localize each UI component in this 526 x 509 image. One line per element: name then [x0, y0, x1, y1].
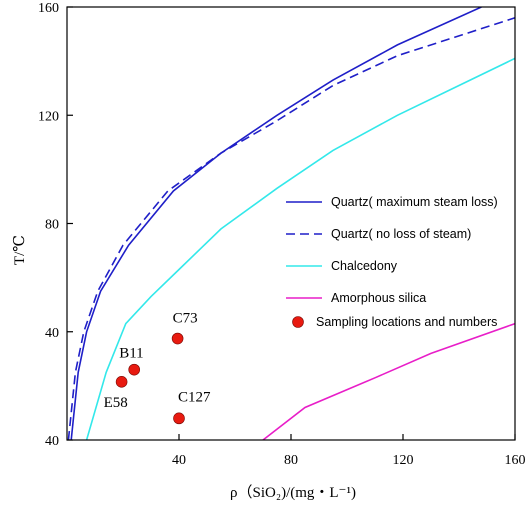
legend: Quartz( maximum steam loss) Quartz( no lo…: [286, 195, 498, 329]
series-line-4: [262, 322, 515, 440]
sample-point-label: B11: [119, 346, 143, 362]
legend-label: Quartz( maximum steam loss): [331, 195, 498, 209]
sample-point-label: C127: [178, 389, 211, 405]
legend-label: Quartz( no loss of steam): [331, 227, 471, 241]
legend-label: Chalcedony: [331, 259, 398, 273]
series-line-1: [70, 7, 482, 440]
y-axis-title: T/℃: [12, 235, 28, 265]
curves-layer: [67, 7, 515, 440]
y-tick-label: 80: [45, 218, 59, 233]
series-line-2: [67, 17, 515, 440]
x-tick-label: 80: [284, 453, 298, 468]
x-tick-label: 40: [172, 453, 186, 468]
axes-layer: 40 80 120 160 40 40 80 120 160: [38, 1, 526, 468]
x-axis-title: ρ（SiO₂)/(mg・L⁻¹): [230, 484, 356, 501]
sample-point: [128, 363, 140, 376]
sample-point-label: E58: [104, 395, 128, 411]
sample-point: [173, 412, 185, 425]
series-line-3: [85, 57, 515, 440]
x-tick-label: 120: [393, 453, 414, 468]
y-tick-label: 40: [45, 434, 59, 449]
sample-point: [171, 332, 184, 345]
y-tick-label: 40: [45, 326, 59, 341]
x-tick-label: 160: [505, 453, 526, 468]
legend-label: Amorphous silica: [331, 291, 426, 305]
points-layer: C73 B11 E58 C127: [104, 311, 211, 425]
y-tick-label: 120: [38, 109, 59, 124]
y-tick-label: 160: [38, 1, 59, 16]
sample-point: [115, 376, 128, 388]
legend-swatch: [292, 316, 304, 328]
legend-label: Sampling locations and numbers: [316, 315, 497, 329]
sample-point-label: C73: [173, 311, 198, 327]
